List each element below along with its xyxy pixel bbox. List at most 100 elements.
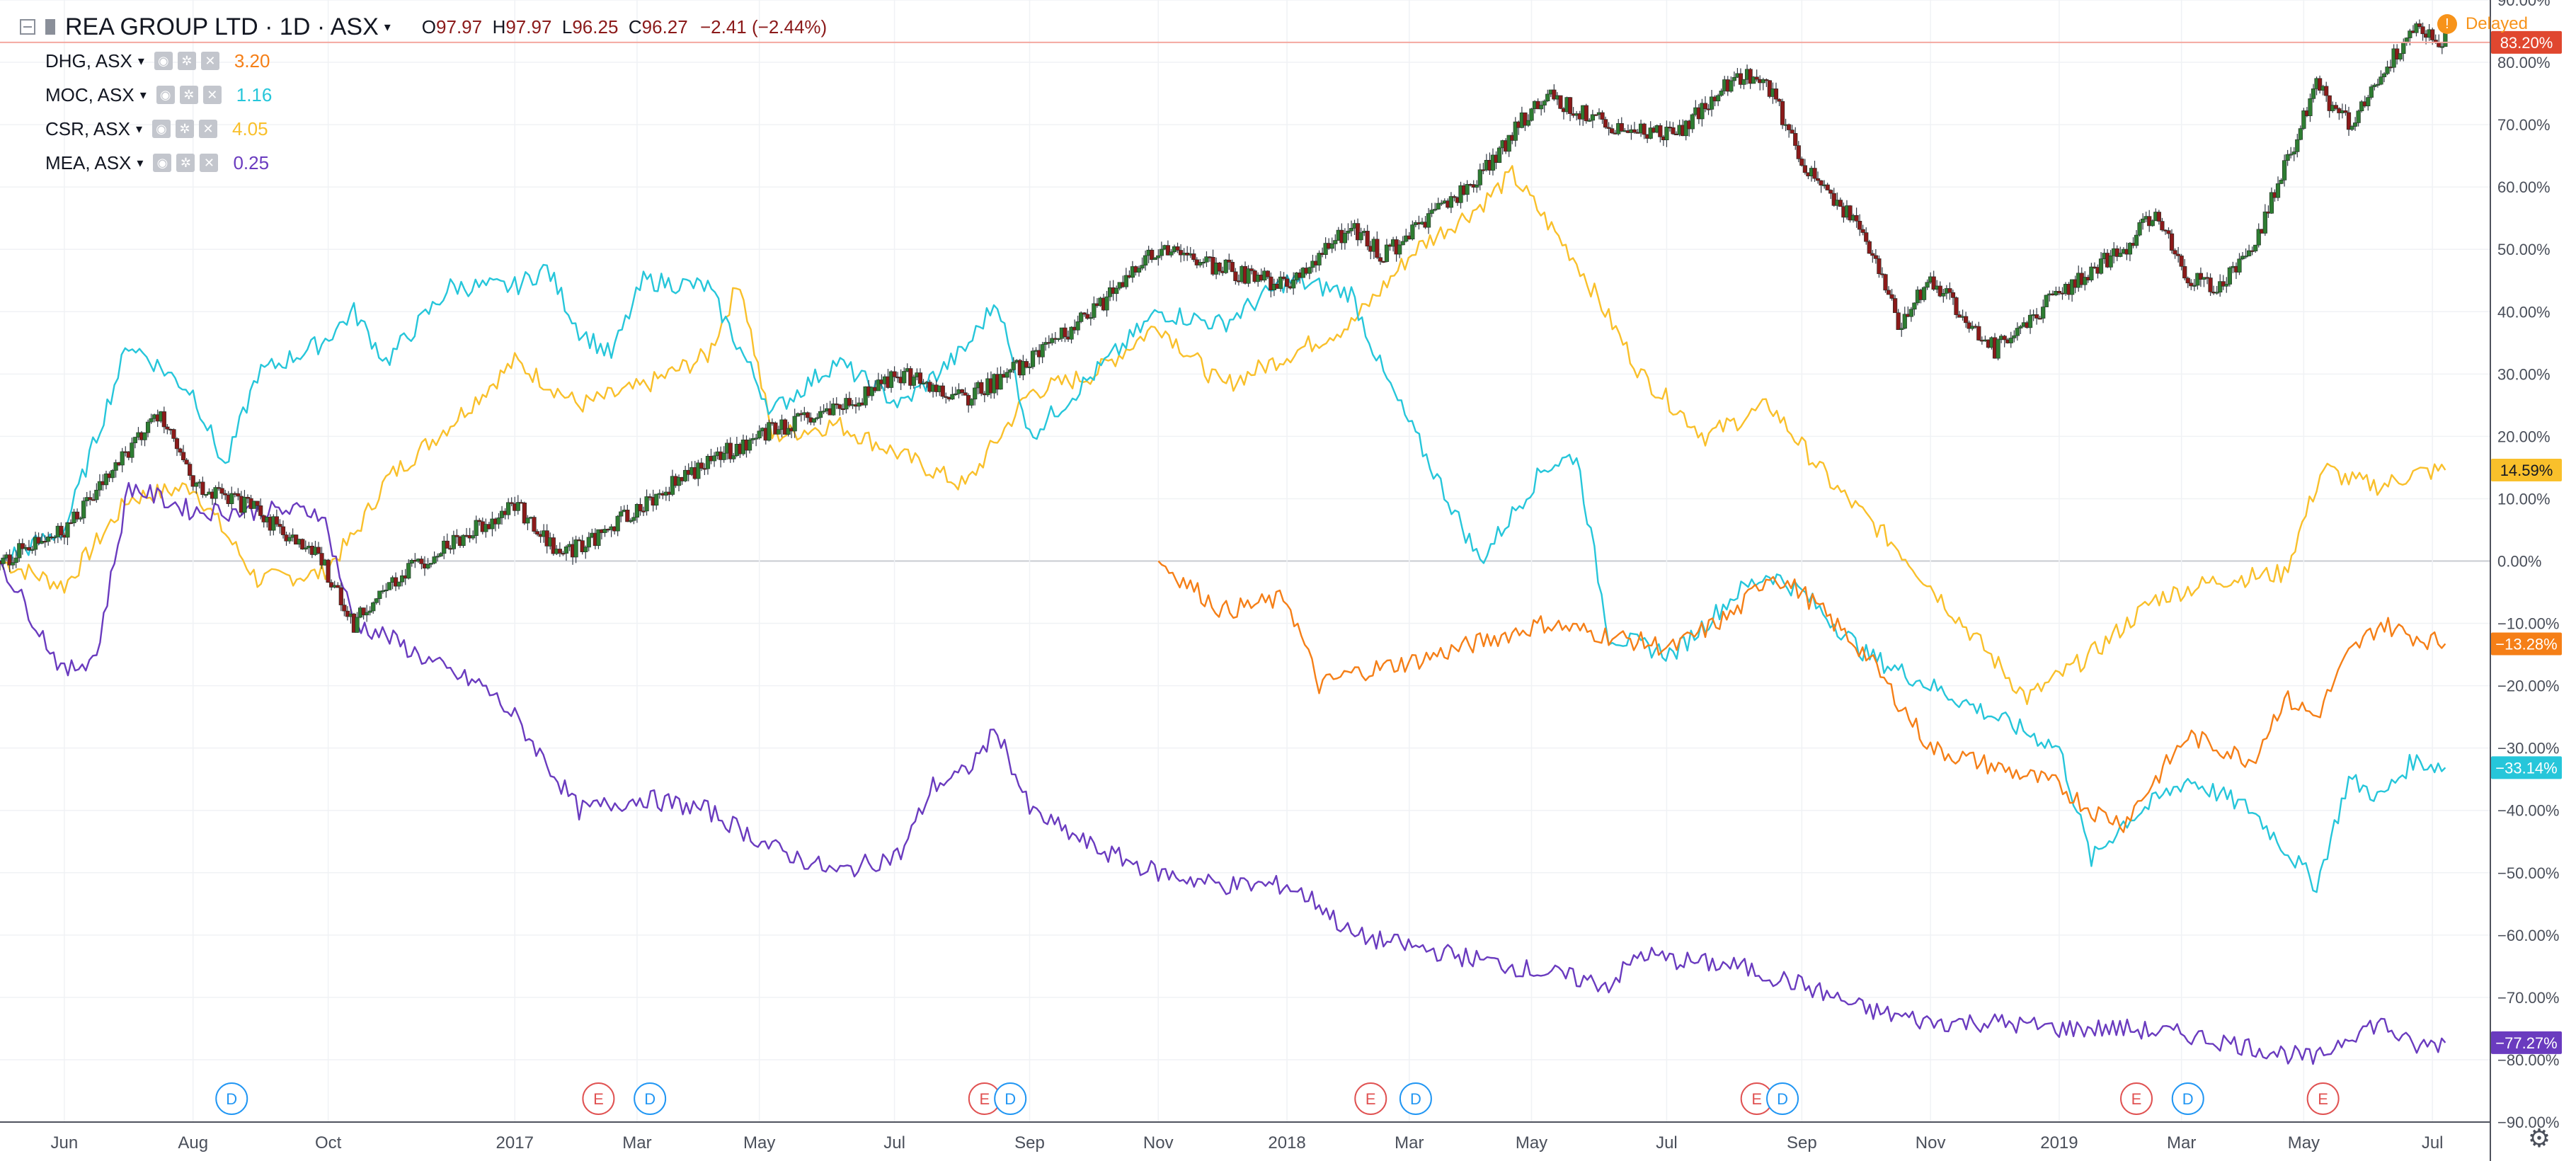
series-line-moc bbox=[0, 263, 2446, 893]
dividend-marker bbox=[994, 1082, 1027, 1115]
settings-icon[interactable]: ✲ bbox=[175, 120, 194, 138]
gear-icon[interactable]: ⚙ bbox=[2527, 1123, 2551, 1153]
candle-body bbox=[216, 487, 222, 489]
collapse-legend-icon[interactable] bbox=[20, 19, 35, 35]
candle-body bbox=[2008, 338, 2013, 343]
chevron-down-icon[interactable]: ▾ bbox=[384, 20, 391, 34]
compare-symbol[interactable]: CSR, ASX bbox=[45, 118, 130, 139]
compare-symbol[interactable]: DHG, ASX bbox=[45, 50, 132, 72]
candle-body bbox=[1439, 202, 1444, 205]
compare-series-row[interactable]: DHG, ASX ▾ ◉ ✲ ✕ 3.20 bbox=[20, 44, 827, 78]
candle-body bbox=[303, 547, 308, 550]
candle-body bbox=[1921, 287, 1927, 300]
compare-symbol[interactable]: MEA, ASX bbox=[45, 152, 132, 173]
candle-body bbox=[683, 469, 688, 481]
x-tick-label: 2018 bbox=[1268, 1133, 1305, 1153]
candle-body bbox=[2253, 244, 2258, 251]
candle-body bbox=[1246, 268, 1251, 284]
candle-body bbox=[74, 511, 80, 520]
candle-body bbox=[438, 553, 443, 556]
compare-series-row[interactable]: CSR, ASX ▾ ◉ ✲ ✕ 4.05 bbox=[20, 112, 827, 146]
last-value-badge bbox=[2491, 459, 2562, 482]
candle-body bbox=[1716, 95, 1721, 102]
settings-icon[interactable]: ✲ bbox=[177, 52, 196, 70]
candle-body bbox=[1021, 361, 1026, 376]
eye-icon[interactable]: ◉ bbox=[153, 154, 172, 172]
chevron-down-icon[interactable]: ▾ bbox=[139, 88, 147, 102]
compare-series-row[interactable]: MOC, ASX ▾ ◉ ✲ ✕ 1.16 bbox=[20, 78, 827, 112]
candle-body bbox=[2408, 30, 2412, 38]
eye-icon[interactable]: ◉ bbox=[151, 120, 171, 138]
close-icon[interactable]: ✕ bbox=[200, 52, 219, 70]
dividend-marker bbox=[1399, 1082, 1432, 1115]
candle-body bbox=[1056, 338, 1061, 341]
y-tick-label: −10.00% bbox=[2497, 615, 2559, 633]
event-marker-label: E bbox=[2318, 1090, 2328, 1108]
candle-body bbox=[1606, 127, 1611, 129]
delayed-status[interactable]: ! Delayed bbox=[2437, 14, 2528, 34]
change-value: −2.41 (−2.44%) bbox=[699, 16, 828, 38]
candle-body bbox=[2044, 294, 2049, 307]
candle-body bbox=[1204, 256, 1209, 263]
candle-body bbox=[2189, 282, 2194, 287]
candle-body bbox=[1410, 224, 1415, 240]
candle-body bbox=[811, 418, 817, 423]
event-marker-label: E bbox=[979, 1090, 990, 1108]
ohlc-values: O97.97 H97.97 L96.25 C96.27 −2.41 (−2.44… bbox=[422, 10, 827, 44]
candle-body bbox=[731, 455, 736, 459]
eye-icon[interactable]: ◉ bbox=[156, 86, 175, 104]
candle-body bbox=[1529, 108, 1534, 121]
candle-body bbox=[2108, 256, 2113, 268]
candle-body bbox=[1191, 253, 1196, 261]
eye-icon[interactable]: ◉ bbox=[154, 52, 173, 70]
candle-body bbox=[1877, 258, 1882, 275]
candle-body bbox=[277, 524, 282, 527]
candle-body bbox=[1545, 93, 1550, 101]
candle-body bbox=[773, 422, 778, 435]
y-tick-label: −80.00% bbox=[2497, 1051, 2559, 1069]
candle-body bbox=[1658, 125, 1663, 137]
y-tick-label: −40.00% bbox=[2497, 802, 2559, 820]
candle-body bbox=[2150, 220, 2155, 227]
candle-body bbox=[2372, 84, 2377, 87]
candle-body bbox=[721, 452, 726, 460]
close-icon[interactable]: ✕ bbox=[200, 154, 219, 172]
candle-body bbox=[1278, 276, 1283, 289]
candle-body bbox=[711, 455, 717, 462]
x-tick-label: May bbox=[2288, 1133, 2320, 1153]
close-icon[interactable]: ✕ bbox=[198, 120, 217, 138]
chevron-down-icon[interactable]: ▾ bbox=[135, 122, 142, 136]
compare-symbol[interactable]: MOC, ASX bbox=[45, 84, 134, 105]
x-tick-label: Jun bbox=[51, 1133, 79, 1153]
compare-series-row[interactable]: MEA, ASX ▾ ◉ ✲ ✕ 0.25 bbox=[20, 146, 827, 180]
close-icon[interactable]: ✕ bbox=[202, 86, 222, 104]
candle-body bbox=[1539, 105, 1544, 110]
chevron-down-icon[interactable]: ▾ bbox=[137, 156, 144, 170]
settings-icon[interactable]: ✲ bbox=[176, 154, 195, 172]
flag-icon[interactable] bbox=[45, 19, 55, 35]
symbol-title[interactable]: REA GROUP LTD · 1D · ASX bbox=[65, 13, 379, 40]
candle-body bbox=[2443, 33, 2448, 47]
settings-icon[interactable]: ✲ bbox=[179, 86, 198, 104]
y-tick-label: 50.00% bbox=[2497, 241, 2551, 258]
candle-body bbox=[1333, 240, 1338, 244]
candle-body bbox=[367, 610, 372, 613]
candle-body bbox=[1400, 241, 1405, 246]
candle-body bbox=[792, 416, 797, 432]
candle-body bbox=[847, 398, 852, 406]
candle-body bbox=[1780, 101, 1785, 125]
candle-body bbox=[2227, 267, 2232, 285]
high-label: H bbox=[492, 16, 506, 38]
series-layer bbox=[0, 19, 2490, 1065]
chevron-down-icon[interactable]: ▾ bbox=[137, 54, 144, 68]
candle-body bbox=[120, 451, 125, 466]
candle-body bbox=[586, 537, 591, 548]
last-value-badge bbox=[2491, 756, 2562, 779]
x-tick-label: Oct bbox=[315, 1133, 342, 1153]
candle-body bbox=[1902, 314, 1907, 329]
candle-body bbox=[274, 516, 279, 525]
candle-body bbox=[1011, 362, 1016, 370]
event-marker-label: E bbox=[1751, 1090, 1762, 1108]
x-tick-label: May bbox=[743, 1133, 775, 1153]
